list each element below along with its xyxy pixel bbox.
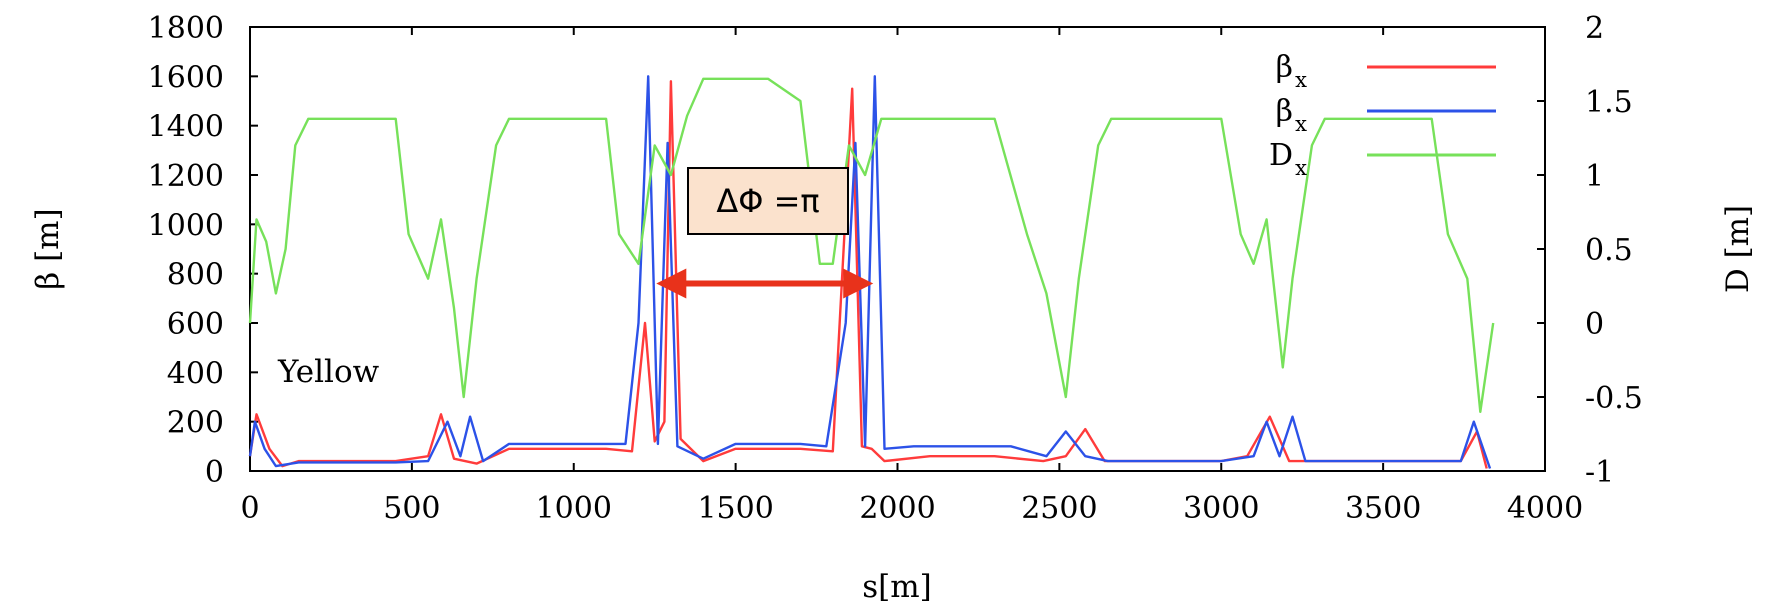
x-tick-label: 3500 — [1345, 491, 1421, 526]
phase-annotation-box — [687, 167, 849, 235]
x-tick-label: 1000 — [536, 491, 612, 526]
y-tick-label: 1000 — [148, 208, 224, 243]
x-tick-label: 1500 — [697, 491, 773, 526]
legend-subscript-2: x — [1295, 112, 1307, 136]
y2-tick-label: -1 — [1585, 455, 1614, 490]
y2-tick-label: 1.5 — [1585, 85, 1633, 120]
y-tick-label: 200 — [167, 406, 224, 441]
y-tick-label: 1400 — [148, 110, 224, 145]
y-tick-label: 600 — [167, 307, 224, 342]
y-tick-label: 1800 — [148, 11, 224, 46]
y2-ticks-group: -1 -0.5 0 0.5 1 1.5 2 — [1537, 11, 1643, 490]
x-ticks-group: 0 500 1000 1500 2000 2500 3000 3500 4000 — [240, 27, 1583, 526]
x-tick-label: 4000 — [1507, 491, 1583, 526]
y2-tick-label: -0.5 — [1585, 381, 1643, 416]
y-tick-label: 0 — [205, 455, 224, 490]
legend-subscript-3: x — [1295, 156, 1307, 180]
x-tick-label: 2000 — [859, 491, 935, 526]
legend-label-3: D — [1269, 138, 1293, 173]
x-tick-label: 500 — [383, 491, 440, 526]
series-line-1 — [248, 80, 1488, 469]
x-tick-label: 2500 — [1021, 491, 1097, 526]
y2-tick-label: 0 — [1585, 307, 1604, 342]
y2-tick-label: 2 — [1585, 11, 1604, 46]
y2-tick-label: 1 — [1585, 159, 1604, 194]
y-tick-label: 800 — [167, 258, 224, 293]
legend-label-2: β — [1276, 94, 1293, 129]
yellow-label: Yellow — [277, 354, 380, 390]
phase-arrow-left-head — [656, 268, 687, 299]
y-tick-label: 1200 — [148, 159, 224, 194]
legend-subscript-1: x — [1295, 68, 1307, 92]
phase-annotation-label: ΔΦ =π — [716, 182, 819, 220]
phase-annotation: ΔΦ =π — [656, 167, 874, 299]
phase-arrow-right-head — [843, 268, 874, 299]
legend: β xβ xD x — [1269, 50, 1496, 180]
series-line-2 — [248, 75, 1492, 469]
y-tick-label: 400 — [167, 356, 224, 391]
legend-label-1: β — [1276, 50, 1293, 85]
y-ticks-group: 0 200 400 600 800 1000 1200 1400 1600 1800 — [148, 11, 258, 490]
x-tick-label: 0 — [240, 491, 259, 526]
y-axis-title: β [m] — [30, 208, 66, 289]
x-tick-label: 3000 — [1183, 491, 1259, 526]
y2-tick-label: 0.5 — [1585, 233, 1633, 268]
y-tick-label: 1600 — [148, 60, 224, 95]
x-axis-title: s[m] — [862, 569, 932, 605]
y2-axis-title: D [m] — [1720, 205, 1756, 293]
